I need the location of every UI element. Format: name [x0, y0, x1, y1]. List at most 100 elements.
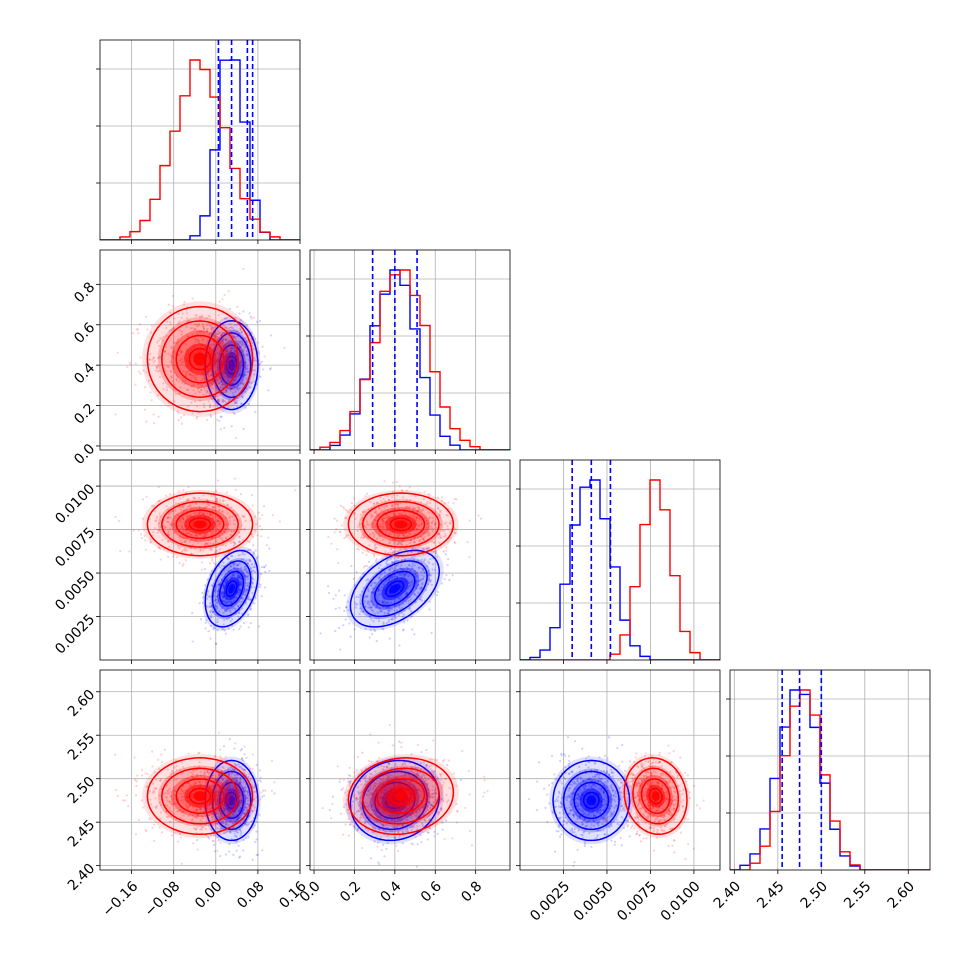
scatter-point: [373, 533, 376, 536]
scatter-point: [241, 396, 244, 399]
scatter-point: [204, 621, 207, 624]
scatter-point: [210, 614, 213, 617]
scatter-point: [397, 613, 401, 617]
scatter-point: [173, 400, 176, 403]
scatter-point: [355, 596, 358, 599]
scatter-point: [213, 626, 216, 629]
scatter-point: [406, 535, 409, 538]
scatter-point: [261, 514, 264, 517]
scatter-point: [388, 609, 391, 612]
scatter-point: [415, 527, 419, 530]
scatter-point: [219, 386, 222, 389]
scatter-point: [163, 350, 167, 353]
scatter-point: [241, 597, 244, 601]
scatter-point: [400, 567, 403, 571]
scatter-point: [338, 606, 341, 610]
scatter-point: [394, 564, 397, 568]
scatter-point: [169, 323, 172, 326]
scatter-point: [261, 849, 264, 852]
scatter-point: [259, 362, 262, 365]
scatter-point: [207, 375, 211, 378]
scatter-point: [177, 322, 180, 325]
scatter-point: [391, 539, 395, 542]
scatter-point: [168, 320, 172, 324]
scatter-point: [222, 600, 225, 604]
scatter-point: [360, 607, 363, 610]
scatter-point: [363, 600, 367, 603]
scatter-point: [242, 849, 245, 852]
scatter-point: [197, 339, 200, 343]
scatter-point: [236, 383, 240, 386]
scatter-point: [182, 517, 185, 521]
scatter-point: [235, 831, 239, 834]
scatter-point: [227, 571, 230, 574]
scatter-point: [229, 620, 232, 623]
scatter-point: [180, 361, 184, 365]
scatter-point: [217, 368, 220, 371]
scatter-point: [167, 520, 170, 524]
scatter-point: [239, 567, 243, 570]
scatter-point: [411, 506, 415, 509]
scatter-point: [134, 383, 137, 386]
scatter-point: [380, 518, 383, 521]
scatter-point: [405, 592, 408, 595]
scatter-point: [205, 390, 209, 393]
scatter-point: [225, 602, 228, 605]
contour-line: [188, 347, 212, 371]
scatter-point: [446, 564, 449, 567]
scatter-point: [247, 791, 250, 794]
scatter-point: [245, 756, 248, 759]
scatter-point: [145, 315, 148, 318]
scatter-point: [235, 323, 239, 326]
scatter-point: [215, 608, 218, 611]
scatter-point: [387, 578, 390, 581]
scatter-point: [439, 509, 442, 512]
scatter-point: [221, 821, 224, 824]
scatter-point: [420, 587, 423, 590]
scatter-point: [238, 573, 241, 577]
scatter-point: [421, 567, 424, 571]
scatter-point: [429, 502, 432, 505]
scatter-point: [164, 350, 167, 353]
scatter-point: [138, 323, 141, 326]
scatter-point: [384, 500, 387, 503]
scatter-point: [415, 579, 418, 583]
scatter-point: [184, 559, 187, 562]
scatter-point: [227, 558, 230, 561]
scatter-point: [182, 536, 186, 539]
scatter-point: [238, 536, 241, 539]
scatter-point: [407, 507, 411, 510]
scatter-point: [209, 413, 212, 417]
scatter-point: [239, 492, 242, 496]
scatter-point: [422, 568, 425, 571]
scatter-point: [137, 819, 140, 822]
scatter-point: [241, 349, 245, 352]
scatter-point: [217, 479, 220, 482]
scatter-point: [398, 573, 401, 576]
histogram-series-0: [520, 479, 720, 660]
scatter-point: [380, 499, 383, 503]
scatter-point: [445, 574, 448, 577]
scatter-point: [180, 526, 183, 529]
scatter-point: [239, 373, 242, 376]
scatter-point: [212, 387, 215, 390]
scatter-point: [196, 379, 199, 382]
scatter-point: [466, 540, 469, 544]
contour-line: [146, 492, 254, 557]
scatter-point: [221, 627, 224, 630]
scatter-point: [178, 536, 181, 539]
scatter-point: [132, 529, 135, 532]
scatter-point: [429, 579, 432, 582]
scatter-point: [239, 813, 242, 816]
scatter-point: [219, 342, 222, 345]
scatter-point: [362, 510, 365, 513]
scatter-point: [248, 540, 251, 544]
scatter-point: [411, 556, 414, 559]
scatter-point: [364, 627, 367, 630]
scatter-point: [244, 574, 247, 578]
scatter-point: [215, 370, 219, 373]
scatter-point: [373, 544, 377, 547]
scatter-point: [227, 567, 231, 570]
scatter-point: [395, 480, 398, 484]
scatter-point: [354, 517, 357, 520]
